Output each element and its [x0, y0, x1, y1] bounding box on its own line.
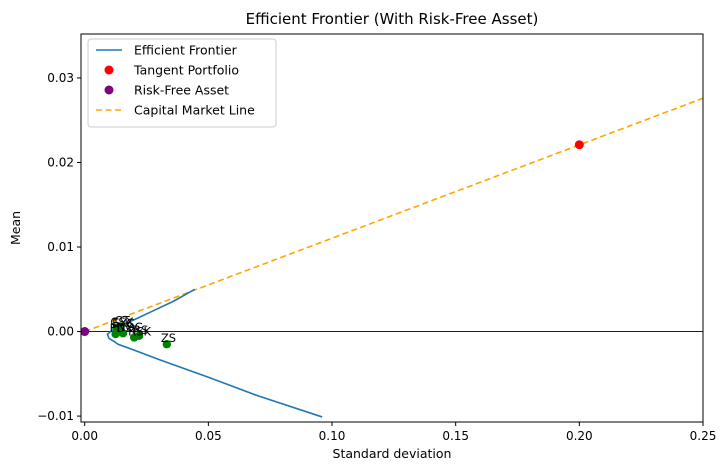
asset-point-noc [118, 329, 128, 338]
asset-label-noc: NOC [117, 320, 143, 334]
x-axis-label: Standard deviation [333, 446, 452, 461]
y-tick-label: 0.03 [47, 71, 74, 85]
x-tick-label: 0.15 [442, 429, 469, 443]
legend-label: Capital Market Line [134, 103, 255, 118]
legend-dot-icon [104, 65, 114, 75]
capital-market-line [84, 97, 703, 333]
x-tick-label: 0.00 [71, 429, 98, 443]
efficient-frontier-line [106, 288, 323, 418]
asset-label-csx: CSX [110, 315, 133, 329]
x-tick-label: 0.10 [319, 429, 346, 443]
asset-point-zs [162, 340, 172, 349]
y-axis-label: Mean [8, 211, 23, 245]
legend-box [87, 38, 277, 128]
asset-label-ct: CT [115, 313, 131, 327]
x-tick-label: 0.20 [566, 429, 593, 443]
asset-label-rsk: RSK [128, 324, 151, 338]
legend-label: Tangent Portfolio [133, 63, 239, 78]
legend: Efficient Frontier Tangent Portfolio Risk-… [87, 38, 277, 128]
asset-point-ct [116, 322, 125, 331]
asset-label-exc: EXC [112, 316, 134, 330]
legend-label: Efficient Frontier [134, 43, 238, 58]
asset-label-zs: ZS [161, 331, 176, 345]
y-tick-label: −0.01 [37, 409, 74, 423]
y-tick-label: 0.00 [47, 325, 74, 339]
legend-dot-icon [104, 85, 114, 95]
asset-label-rs: RS [133, 323, 148, 337]
x-tick-label: 0.05 [195, 429, 222, 443]
x-tick-label: 0.25 [690, 429, 717, 443]
risk-free-asset-point [81, 327, 90, 337]
plot-frame [80, 33, 704, 423]
y-tick-label: 0.02 [47, 155, 74, 169]
asset-point-rs [134, 331, 144, 340]
legend-label: Risk-Free Asset [134, 83, 229, 98]
chart-title: Efficient Frontier (With Risk-Free Asset… [246, 10, 539, 28]
tangent-portfolio-point [574, 140, 584, 150]
asset-point-fdx [111, 329, 120, 339]
y-tick-label: 0.01 [47, 240, 74, 254]
asset-label-fdx: FDX [110, 321, 133, 335]
